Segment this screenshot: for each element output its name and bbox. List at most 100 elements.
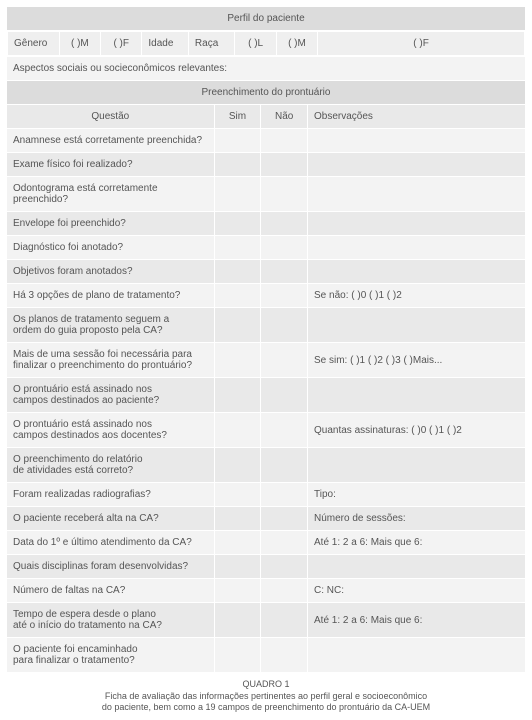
nao-cell[interactable] [261,129,308,153]
sim-cell[interactable] [214,638,261,673]
obs-cell [308,153,526,177]
question-cell: Objetivos foram anotados? [7,260,215,284]
obs-cell [308,308,526,343]
sim-cell[interactable] [214,236,261,260]
obs-cell [308,236,526,260]
caption-line1: Ficha de avaliação das informações perti… [105,691,427,701]
sim-cell[interactable] [214,448,261,483]
nao-cell[interactable] [261,212,308,236]
obs-cell: Número de sessões: [308,507,526,531]
sim-cell[interactable] [214,378,261,413]
table-row: O paciente receberá alta na CA?Número de… [7,507,526,531]
nao-cell[interactable] [261,483,308,507]
nao-cell[interactable] [261,378,308,413]
section-header-preenchimento: Preenchimento do prontuário [7,81,526,105]
sim-cell[interactable] [214,153,261,177]
caption: QUADRO 1 Ficha de avaliação das informaç… [6,679,526,714]
sim-cell[interactable] [214,413,261,448]
nao-cell[interactable] [261,308,308,343]
obs-cell: Até 1: 2 a 6: Mais que 6: [308,531,526,555]
table-row: Há 3 opções de plano de tratamento? Se nã… [7,284,526,308]
caption-line2: do paciente, bem como a 19 campos de pre… [102,702,430,712]
obs-cell: Se sim: ( )1 ( )2 ( )3 ( )Mais... [308,343,526,378]
obs-cell [308,177,526,212]
check-genero-m[interactable]: ( )M [59,32,100,56]
obs-cell: Tipo: [308,483,526,507]
nao-cell[interactable] [261,507,308,531]
obs-cell [308,638,526,673]
check-raca-m[interactable]: ( )M [276,32,317,56]
question-cell: Tempo de espera desde o planoaté o iníci… [7,603,215,638]
caption-title: QUADRO 1 [242,679,289,689]
sim-cell[interactable] [214,284,261,308]
question-cell: Envelope foi preenchido? [7,212,215,236]
form-table: Perfil do paciente Gênero ( )M ( )F Idad… [6,6,526,673]
nao-cell[interactable] [261,236,308,260]
sim-cell[interactable] [214,507,261,531]
obs-cell: C: NC: [308,579,526,603]
table-row: O preenchimento do relatóriode atividade… [7,448,526,483]
nao-cell[interactable] [261,531,308,555]
col-sim: Sim [214,105,261,129]
sim-cell[interactable] [214,177,261,212]
table-row: Anamnese está corretamente preenchida? [7,129,526,153]
nao-cell[interactable] [261,603,308,638]
question-cell: Odontograma está corretamente preenchido… [7,177,215,212]
table-row: Quais disciplinas foram desenvolvidas? [7,555,526,579]
sim-cell[interactable] [214,212,261,236]
check-raca-l[interactable]: ( )L [235,32,276,56]
table-row: Envelope foi preenchido? [7,212,526,236]
question-cell: Exame físico foi realizado? [7,153,215,177]
table-row: Exame físico foi realizado? [7,153,526,177]
question-cell: Foram realizadas radiografias? [7,483,215,507]
obs-cell [308,260,526,284]
table-row: Data do 1º e último atendimento da CA? At… [7,531,526,555]
sim-cell[interactable] [214,343,261,378]
question-cell: O prontuário está assinado noscampos des… [7,378,215,413]
label-genero: Gênero [8,32,60,56]
question-cell: Diagnóstico foi anotado? [7,236,215,260]
sim-cell[interactable] [214,260,261,284]
table-row: Número de faltas na CA? C: NC: [7,579,526,603]
label-aspectos: Aspectos sociais ou socieconômicos relev… [7,57,526,81]
question-cell: O prontuário está assinado noscampos des… [7,413,215,448]
table-row: Tempo de espera desde o planoaté o iníci… [7,603,526,638]
table-row: Foram realizadas radiografias? Tipo: [7,483,526,507]
sim-cell[interactable] [214,483,261,507]
obs-cell [308,378,526,413]
sim-cell[interactable] [214,308,261,343]
section-header-perfil: Perfil do paciente [7,7,526,31]
nao-cell[interactable] [261,177,308,212]
nao-cell[interactable] [261,343,308,378]
table-row: O paciente foi encaminhadopara finalizar… [7,638,526,673]
nao-cell[interactable] [261,153,308,177]
label-idade: Idade [142,32,189,56]
check-raca-f[interactable]: ( )F [318,32,525,56]
nao-cell[interactable] [261,284,308,308]
obs-cell [308,212,526,236]
question-cell: O preenchimento do relatóriode atividade… [7,448,215,483]
sim-cell[interactable] [214,129,261,153]
table-row: O prontuário está assinado noscampos des… [7,378,526,413]
obs-cell: Se não: ( )0 ( )1 ( )2 [308,284,526,308]
sim-cell[interactable] [214,579,261,603]
question-cell: Número de faltas na CA? [7,579,215,603]
nao-cell[interactable] [261,448,308,483]
nao-cell[interactable] [261,638,308,673]
nao-cell[interactable] [261,413,308,448]
question-cell: Data do 1º e último atendimento da CA? [7,531,215,555]
question-cell: Há 3 opções de plano de tratamento? [7,284,215,308]
sim-cell[interactable] [214,603,261,638]
nao-cell[interactable] [261,555,308,579]
col-nao: Não [261,105,308,129]
table-row: Os planos de tratamento seguem aordem do… [7,308,526,343]
question-cell: Anamnese está corretamente preenchida? [7,129,215,153]
col-questao: Questão [7,105,215,129]
nao-cell[interactable] [261,579,308,603]
check-genero-f[interactable]: ( )F [101,32,142,56]
nao-cell[interactable] [261,260,308,284]
obs-cell: Até 1: 2 a 6: Mais que 6: [308,603,526,638]
sim-cell[interactable] [214,555,261,579]
sim-cell[interactable] [214,531,261,555]
label-raca: Raça [188,32,235,56]
